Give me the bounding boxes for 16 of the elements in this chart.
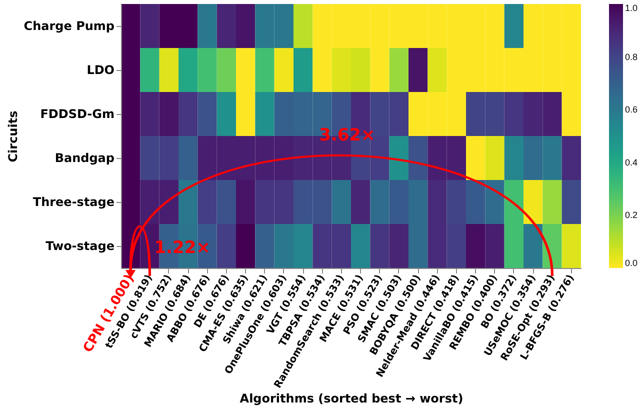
color-bar-label: 0.2 bbox=[625, 210, 638, 220]
color-bar-label: 0.6 bbox=[625, 104, 638, 115]
y-tick-label: Two-stage bbox=[46, 239, 114, 253]
y-tick-label: Charge Pump bbox=[24, 19, 115, 33]
color-bar-label: 0.4 bbox=[625, 157, 638, 168]
y-tick-label: LDO bbox=[86, 63, 114, 77]
y-tick-label: Bandgap bbox=[54, 151, 115, 165]
color-bar-label: 0.8 bbox=[625, 52, 638, 62]
color-bar-label: 0.0 bbox=[625, 258, 638, 268]
y-tick-label: Three-stage bbox=[32, 195, 114, 209]
y-tick-label: FDDSD-Gm bbox=[40, 107, 114, 121]
annotation: 3.62× bbox=[319, 126, 376, 146]
annotation: 1.22× bbox=[154, 238, 210, 258]
color-bar-label: 1.0 bbox=[625, 3, 638, 13]
y-axis-title: Circuits bbox=[6, 110, 20, 162]
x-axis-title: Algorithms (sorted best → worst) bbox=[240, 392, 464, 406]
